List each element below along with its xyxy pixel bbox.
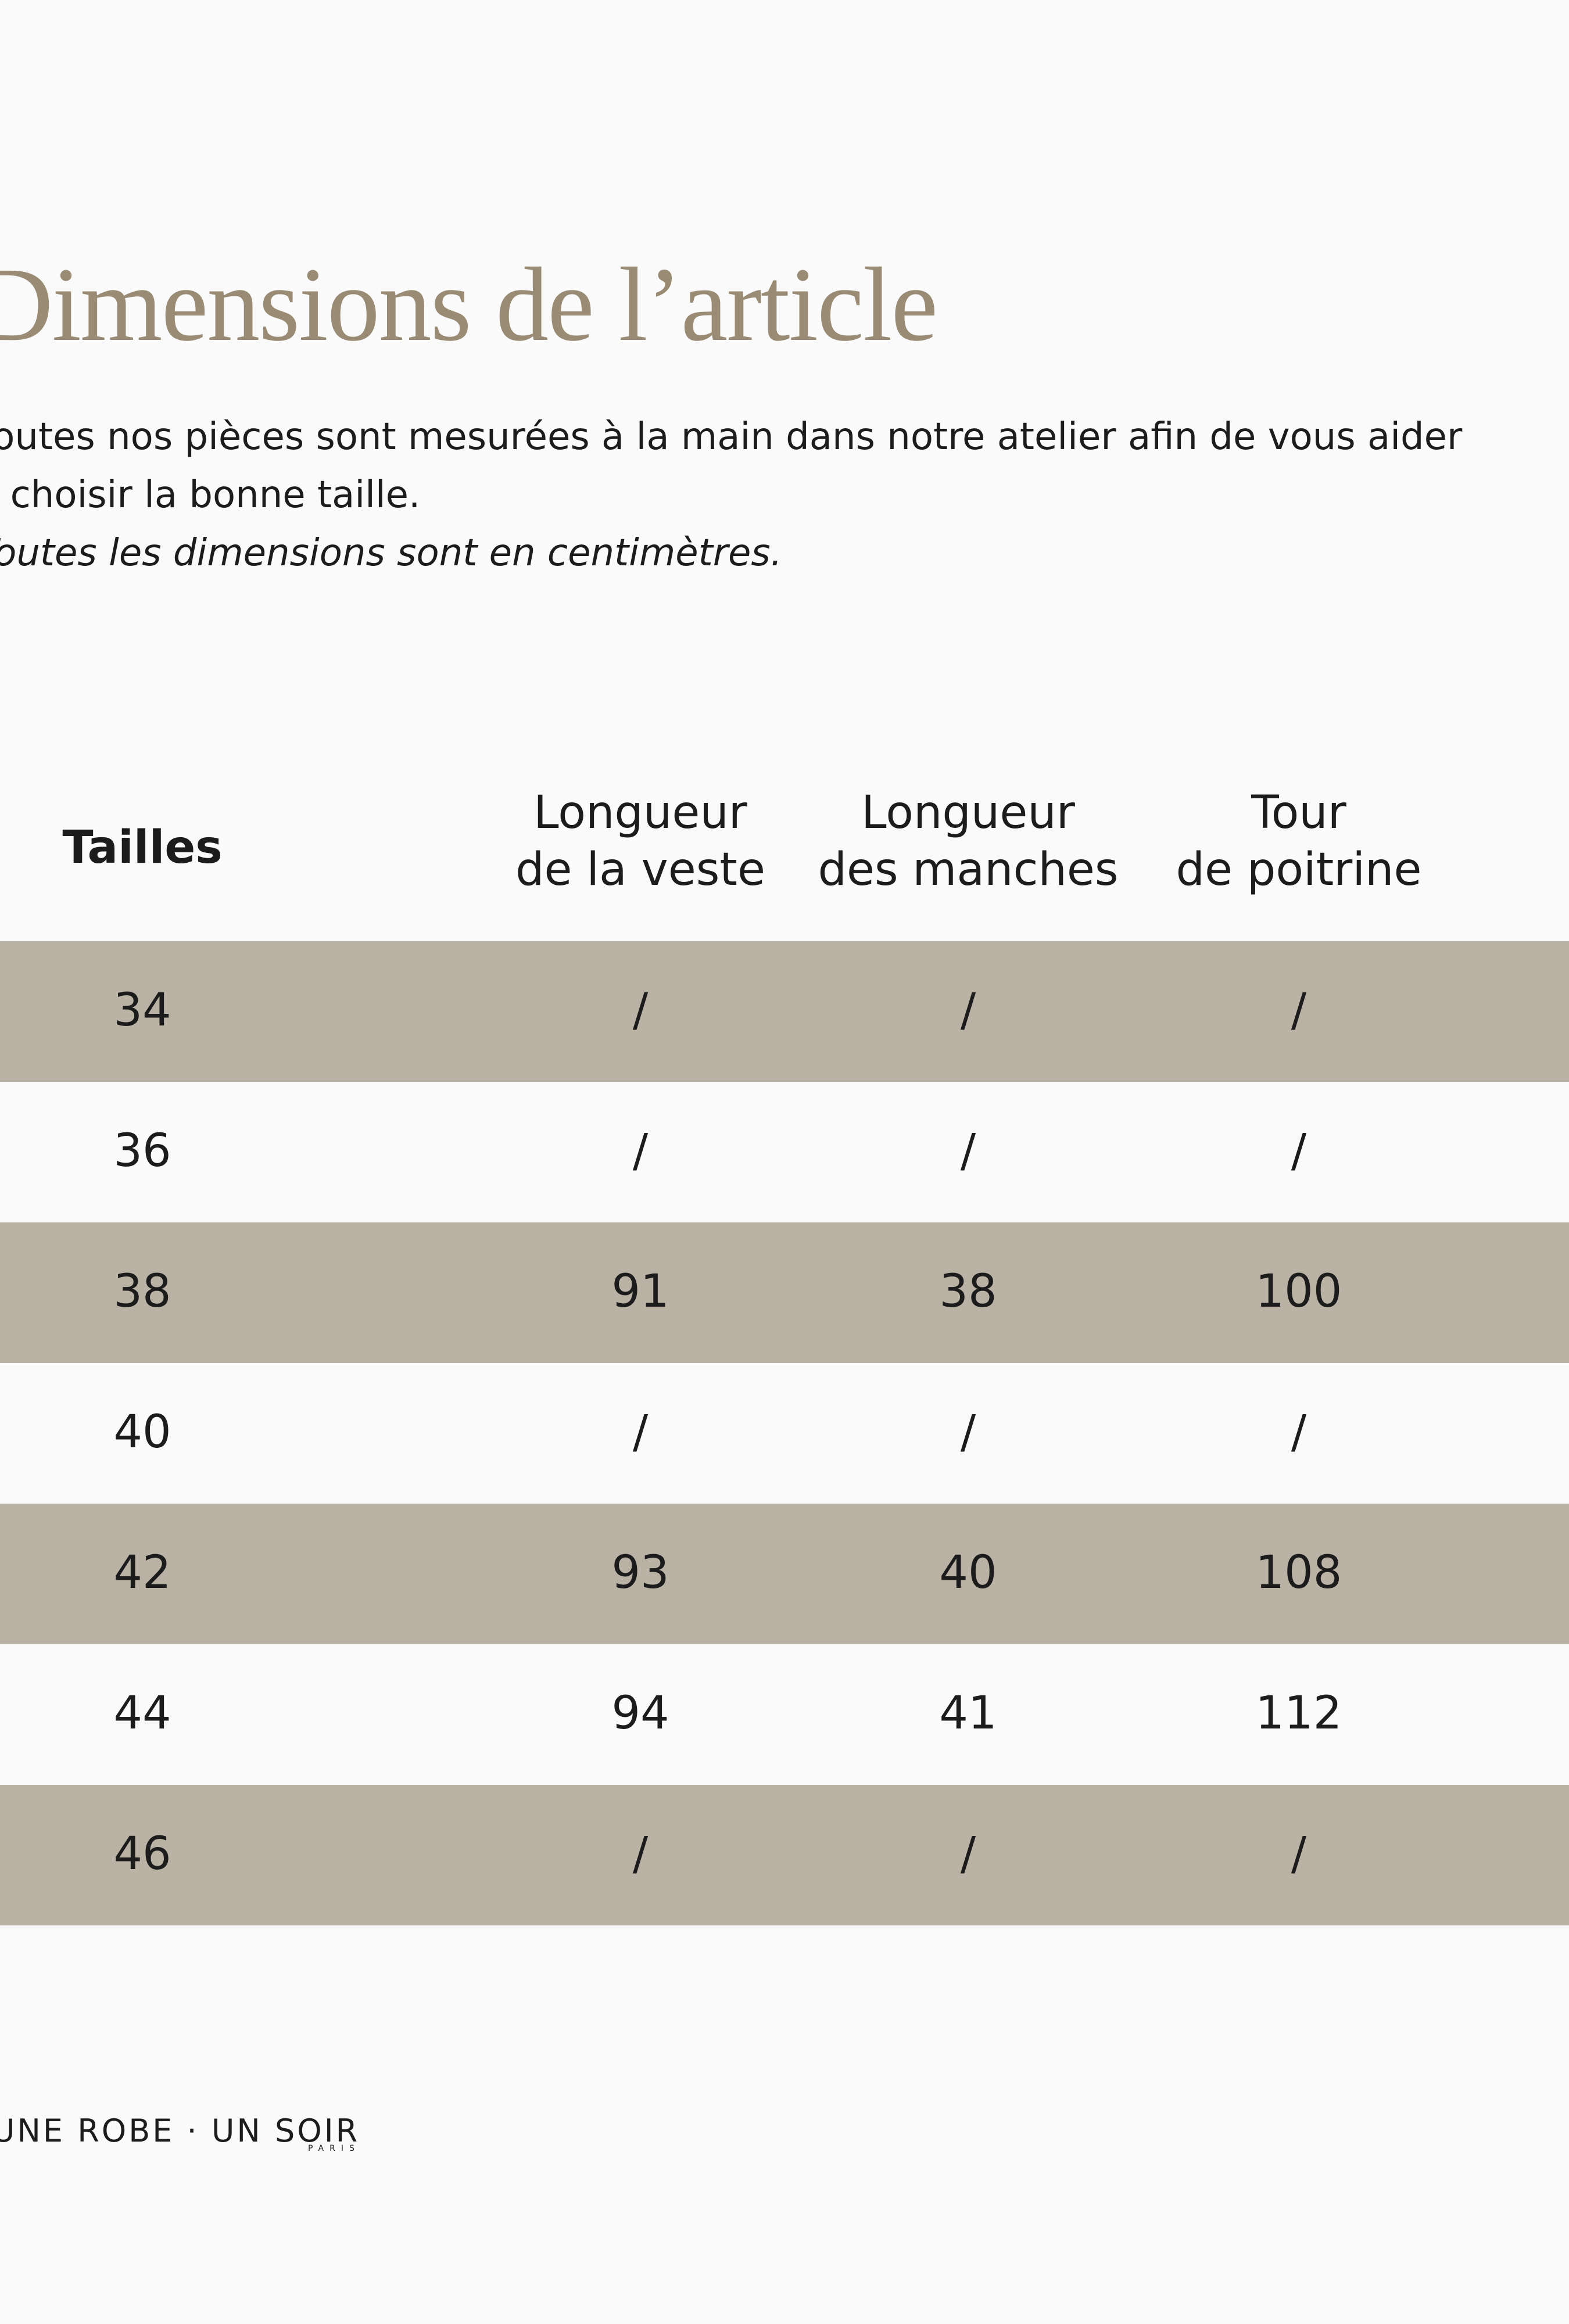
intro-line: à choisir la bonne taille. [0, 474, 421, 517]
table-cell: 44 [113, 1687, 171, 1740]
table-cell: / [1291, 1406, 1307, 1458]
header-line: Tour [1251, 787, 1346, 839]
table-cell: / [632, 1406, 649, 1458]
table-cell: / [1291, 1828, 1307, 1880]
table-cell: 40 [939, 1547, 997, 1599]
table-row: 34 / / / [0, 941, 1569, 1082]
table-cell: 91 [611, 1265, 669, 1318]
table-cell: 41 [939, 1687, 997, 1740]
table-cell: 46 [113, 1828, 171, 1880]
table-cell: / [960, 1828, 976, 1880]
table-cell: / [960, 984, 976, 1037]
table-cell: 93 [611, 1547, 669, 1599]
table-row: 42 93 40 108 [0, 1504, 1569, 1644]
table-cell: 40 [113, 1406, 171, 1458]
table-row: 40 / / / [0, 1363, 1569, 1504]
table-cell: 38 [939, 1265, 997, 1318]
title: Dimensions de l’article [0, 246, 938, 363]
column-header: Tour de poitrine [1176, 784, 1422, 898]
table-cell: 94 [611, 1687, 669, 1740]
table-row: 38 91 38 100 [0, 1222, 1569, 1363]
header-line: de poitrine [1176, 844, 1422, 896]
table-cell: 108 [1255, 1547, 1342, 1599]
column-header: Tailles [62, 819, 222, 876]
table-cell: 100 [1255, 1265, 1342, 1318]
brand-logo: UNE ROBE · UN SOIR [0, 2113, 360, 2149]
table-cell: / [960, 1406, 976, 1458]
table-cell: / [632, 1125, 649, 1177]
table-cell: 42 [113, 1547, 171, 1599]
table-row: 44 94 41 112 [0, 1644, 1569, 1785]
table-cell: 36 [113, 1125, 171, 1177]
header-line: Tailles [62, 822, 223, 874]
table-cell: / [1291, 1125, 1307, 1177]
header-line: de la veste [515, 844, 765, 896]
table-cell: / [960, 1125, 976, 1177]
intro-line: Toutes nos pièces sont mesurées à la mai… [0, 415, 1463, 458]
column-header: Longueur des manches [818, 784, 1118, 898]
table-cell: 112 [1255, 1687, 1342, 1740]
intro-note: Toutes les dimensions sont en centimètre… [0, 532, 783, 575]
table-cell: / [1291, 984, 1307, 1037]
header-line: Longueur [861, 787, 1075, 839]
table-cell: 38 [113, 1265, 171, 1318]
table-row: 36 / / / [0, 1082, 1569, 1222]
table-cell: 34 [113, 984, 171, 1037]
header-line: Longueur [533, 787, 747, 839]
table-row: 46 / / / [0, 1785, 1569, 1925]
table-cell: / [632, 984, 649, 1037]
header-line: des manches [818, 844, 1119, 896]
column-header: Longueur de la veste [515, 784, 765, 898]
table-cell: / [632, 1828, 649, 1880]
brand-city: PARIS [308, 2144, 360, 2153]
